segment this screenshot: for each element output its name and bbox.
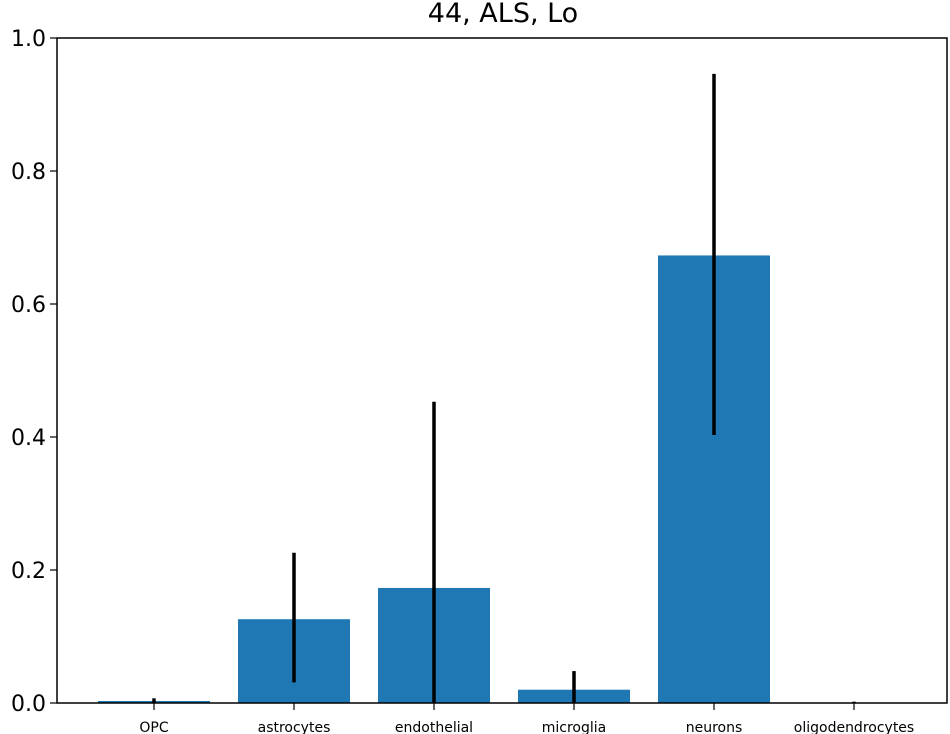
y-axis: 0.0 0.2 0.4 0.6 0.8 1.0: [11, 27, 57, 717]
x-tick-label-neurons: neurons: [686, 720, 743, 734]
x-tick-label-endothelial: endothelial: [395, 720, 473, 734]
y-tick-label: 1.0: [11, 27, 46, 52]
x-axis: OPC astrocytes endothelial microglia neurons…: [139, 703, 914, 734]
y-tick-label: 0.0: [11, 692, 46, 717]
y-tick-label: 0.2: [11, 559, 46, 584]
plot-frame: [56, 37, 948, 704]
chart-title: 44, ALS, Lo: [428, 0, 578, 29]
y-tick-label: 0.4: [11, 426, 46, 451]
x-tick-label-oligodendrocytes: oligodendrocytes: [794, 720, 914, 734]
error-bars-group: [152, 73, 856, 703]
x-tick-label-OPC: OPC: [139, 720, 168, 734]
x-tick-label-astrocytes: astrocytes: [258, 720, 331, 734]
y-tick-label: 0.6: [11, 293, 46, 318]
y-tick-label: 0.8: [11, 160, 46, 185]
x-tick-label-microglia: microglia: [542, 720, 606, 734]
